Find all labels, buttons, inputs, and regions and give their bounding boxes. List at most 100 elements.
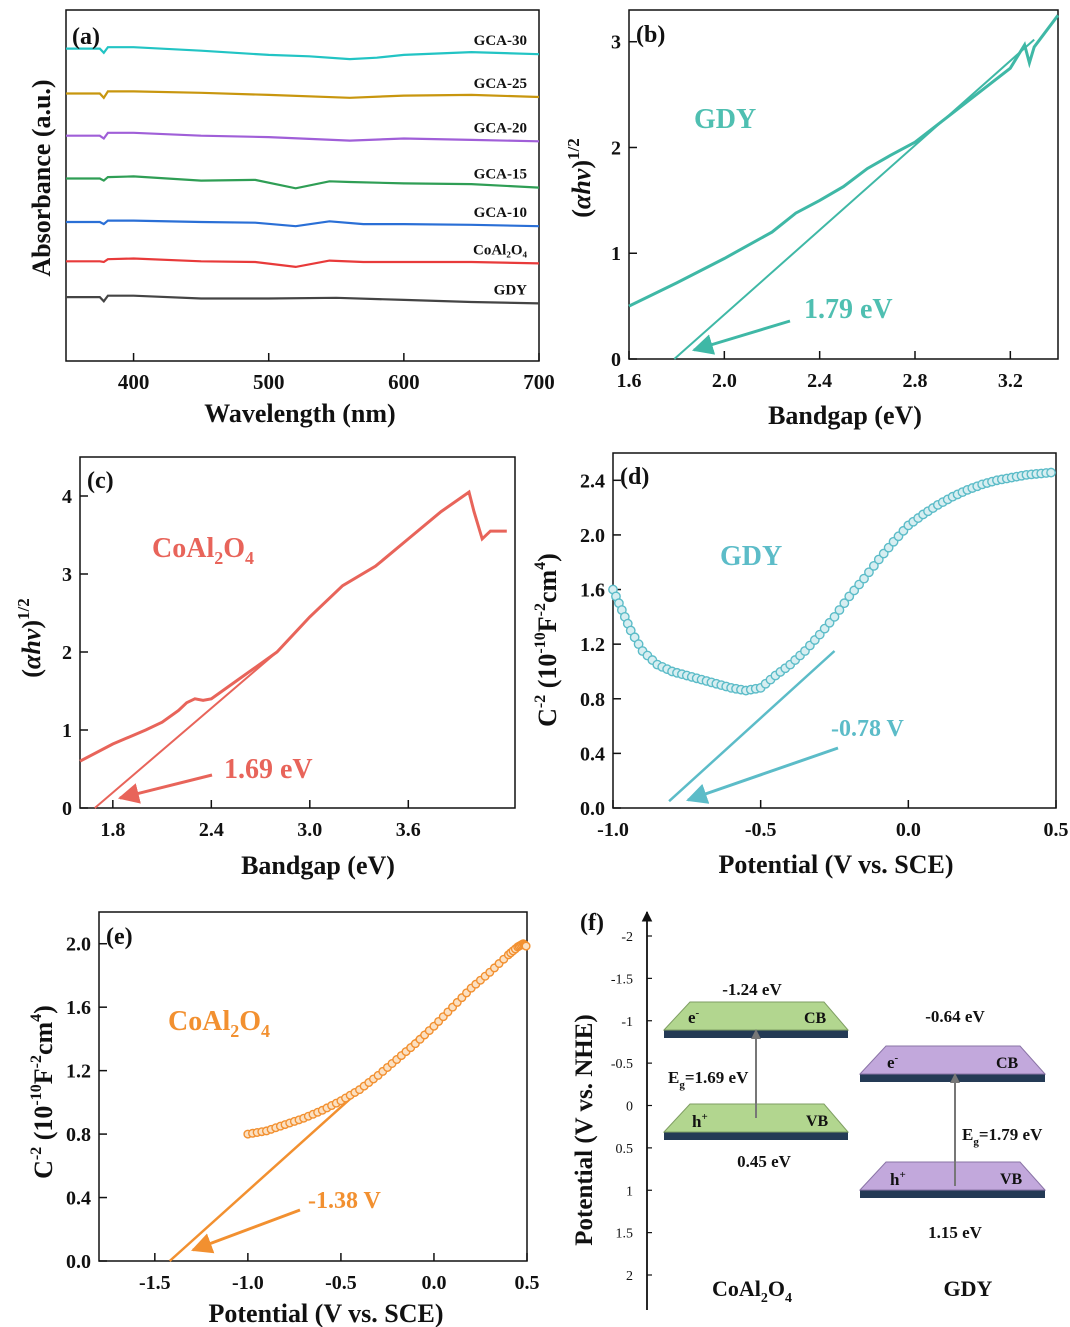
h-label-coal2o4: h+ bbox=[692, 1111, 708, 1131]
y-axis-label-d-a: C bbox=[533, 708, 562, 727]
vb-label-coal2o4: VB bbox=[806, 1113, 829, 1130]
b-ytick-label: 1 bbox=[611, 243, 621, 265]
annotation-b: 1.79 eV bbox=[804, 294, 893, 325]
c-ytick-label: 1 bbox=[62, 720, 72, 742]
y-axis-label-a: Absorbance (a.u.) bbox=[27, 79, 56, 276]
eg-gdy-sub: g bbox=[973, 1136, 979, 1148]
data-point bbox=[829, 611, 840, 622]
x-axis-label-a: Wavelength (nm) bbox=[204, 399, 395, 428]
inlabel-d: GDY bbox=[720, 541, 782, 572]
y-axis-label-c-post: ) bbox=[17, 620, 46, 629]
inlabel-c-mid: O bbox=[223, 533, 245, 564]
f-ytick-label: -1 bbox=[621, 1015, 633, 1030]
annotation-arrow-b bbox=[691, 319, 791, 355]
y-axis-label-e-a-sup: -2 bbox=[28, 1147, 45, 1160]
e-xtick-label: -0.5 bbox=[325, 1272, 357, 1294]
d-ytick-label: 0.8 bbox=[580, 689, 605, 711]
y-axis-label-d-a-sup: -2 bbox=[532, 695, 549, 708]
annotation-arrow-d bbox=[686, 746, 839, 804]
x-axis-label-b: Bandgap (eV) bbox=[768, 401, 922, 430]
h-label-coal2o4-sup: + bbox=[701, 1111, 707, 1123]
series-label: CoAl₂O₄ bbox=[473, 242, 527, 258]
b-ytick-label: 0 bbox=[611, 349, 621, 371]
inlabel-c-main: CoAl bbox=[152, 533, 214, 564]
inlabel-e: CoAl2O4 bbox=[168, 1006, 270, 1041]
cb-label-gdy: CB bbox=[996, 1055, 1019, 1072]
panel-d: -1.0 -0.5 0.0 0.5 0.0 0.4 0.8 1.2 1.6 2.0 2.4 -0.7… bbox=[532, 452, 1069, 879]
y-axis-label-c-sup: 1/2 bbox=[14, 598, 33, 620]
series-line-GCA-30 bbox=[66, 46, 540, 61]
panel-letter-f: (f) bbox=[580, 910, 604, 936]
material-coal2o4-sub2: 4 bbox=[785, 1291, 792, 1306]
series-line-CoAl₂O₄ bbox=[66, 257, 540, 269]
annotation-arrow-e bbox=[191, 1208, 301, 1254]
e-xtick-label: 0.5 bbox=[515, 1272, 540, 1294]
inlabel-c-sub1: 2 bbox=[214, 548, 223, 568]
f-ytick-label: -0.5 bbox=[611, 1057, 633, 1072]
c-xtick-label: 3.0 bbox=[297, 819, 322, 841]
e-label-gdy: e- bbox=[887, 1052, 899, 1072]
ticks-c: 1.8 2.4 3.0 3.6 0 1 2 3 4 bbox=[62, 486, 421, 841]
y-axis-label-b-sym: αhν bbox=[567, 168, 596, 209]
series-group-a: GCA-30 GCA-25 GCA-20 GCA-15 GCA-10 CoAl₂O₄ GDY bbox=[66, 33, 540, 305]
y-axis-label-d-d-sup: 4 bbox=[532, 562, 549, 570]
b-xtick-label: 2.4 bbox=[807, 370, 832, 392]
series-line-GCA-25 bbox=[66, 90, 540, 100]
c-ytick-label: 3 bbox=[62, 564, 72, 586]
a-xtick-label: 400 bbox=[118, 370, 150, 394]
y-axis-label-d-d: cm bbox=[533, 569, 562, 603]
e-xtick-label: -1.0 bbox=[232, 1272, 264, 1294]
y-axis-label-b-sup: 1/2 bbox=[564, 138, 583, 160]
c-xtick-label: 3.6 bbox=[396, 819, 421, 841]
h-label-gdy-base: h bbox=[890, 1170, 900, 1189]
y-axis-label-d-b-sup: -10 bbox=[532, 632, 549, 653]
d-ytick-label: 1.2 bbox=[580, 634, 605, 656]
y-axis-label-c-pre: ( bbox=[17, 669, 46, 678]
f-ytick-label: 0 bbox=[626, 1100, 633, 1115]
b-ytick-label: 3 bbox=[611, 32, 621, 54]
a-xtick-label: 700 bbox=[523, 370, 555, 394]
inlabel-e-main: CoAl bbox=[168, 1006, 230, 1037]
ticks-d: -1.0 -0.5 0.0 0.5 0.0 0.4 0.8 1.2 1.6 2.0 2.4 bbox=[580, 470, 1069, 841]
panel-letter-a: (a) bbox=[72, 24, 100, 50]
e-ytick-label: 0.4 bbox=[66, 1188, 91, 1210]
y-axis-label-e-e: ) bbox=[29, 1005, 58, 1014]
y-axis-label-e: C-2 (10-10F-2cm4) bbox=[28, 1005, 58, 1179]
y-axis-label-d-c: F bbox=[533, 616, 562, 632]
y-axis-label-e-b: (10 bbox=[29, 1106, 58, 1147]
e-ytick-label: 1.6 bbox=[66, 997, 91, 1019]
plot-frame-a bbox=[65, 9, 540, 362]
data-point bbox=[834, 605, 845, 615]
y-axis-label-e-d-sup: 4 bbox=[28, 1014, 45, 1022]
material-coal2o4-sub1: 2 bbox=[761, 1291, 768, 1306]
f-ytick-label: -1.5 bbox=[611, 972, 633, 987]
annotation-d: -0.78 V bbox=[831, 716, 905, 742]
e-xtick-label: -1.5 bbox=[139, 1272, 171, 1294]
series-label: GCA-25 bbox=[474, 76, 527, 92]
f-ytick-label: 0.5 bbox=[616, 1142, 634, 1157]
plot-frame-d bbox=[612, 452, 1057, 809]
c-ytick-label: 2 bbox=[62, 642, 72, 664]
inlabel-e-mid: O bbox=[239, 1006, 261, 1037]
data-point bbox=[839, 598, 850, 609]
y-axis-label-b: (αhν)1/2 bbox=[564, 138, 596, 217]
c-xtick-label: 1.8 bbox=[100, 819, 125, 841]
inlabel-c: CoAl2O4 bbox=[152, 533, 254, 568]
material-coal2o4-mid: O bbox=[768, 1276, 785, 1301]
plate-gdy-vb bbox=[858, 1161, 1047, 1198]
d-ytick-label: 2.0 bbox=[580, 525, 605, 547]
panel-letter-d: (d) bbox=[620, 464, 649, 490]
points-gdy-d bbox=[608, 467, 1056, 696]
x-axis-label-e: Potential (V vs. SCE) bbox=[209, 1299, 444, 1327]
d-ytick-label: 2.4 bbox=[580, 470, 605, 492]
c-ytick-label: 4 bbox=[62, 486, 72, 508]
inlabel-b: GDY bbox=[694, 104, 756, 135]
x-axis-label-d: Potential (V vs. SCE) bbox=[719, 850, 954, 879]
inlabel-e-sub2: 4 bbox=[261, 1021, 270, 1041]
panel-letter-e: (e) bbox=[106, 924, 133, 950]
series-label: GCA-15 bbox=[474, 167, 527, 183]
d-ytick-label: 0.4 bbox=[580, 743, 605, 765]
data-point bbox=[864, 567, 874, 578]
series-label: GDY bbox=[494, 282, 528, 298]
